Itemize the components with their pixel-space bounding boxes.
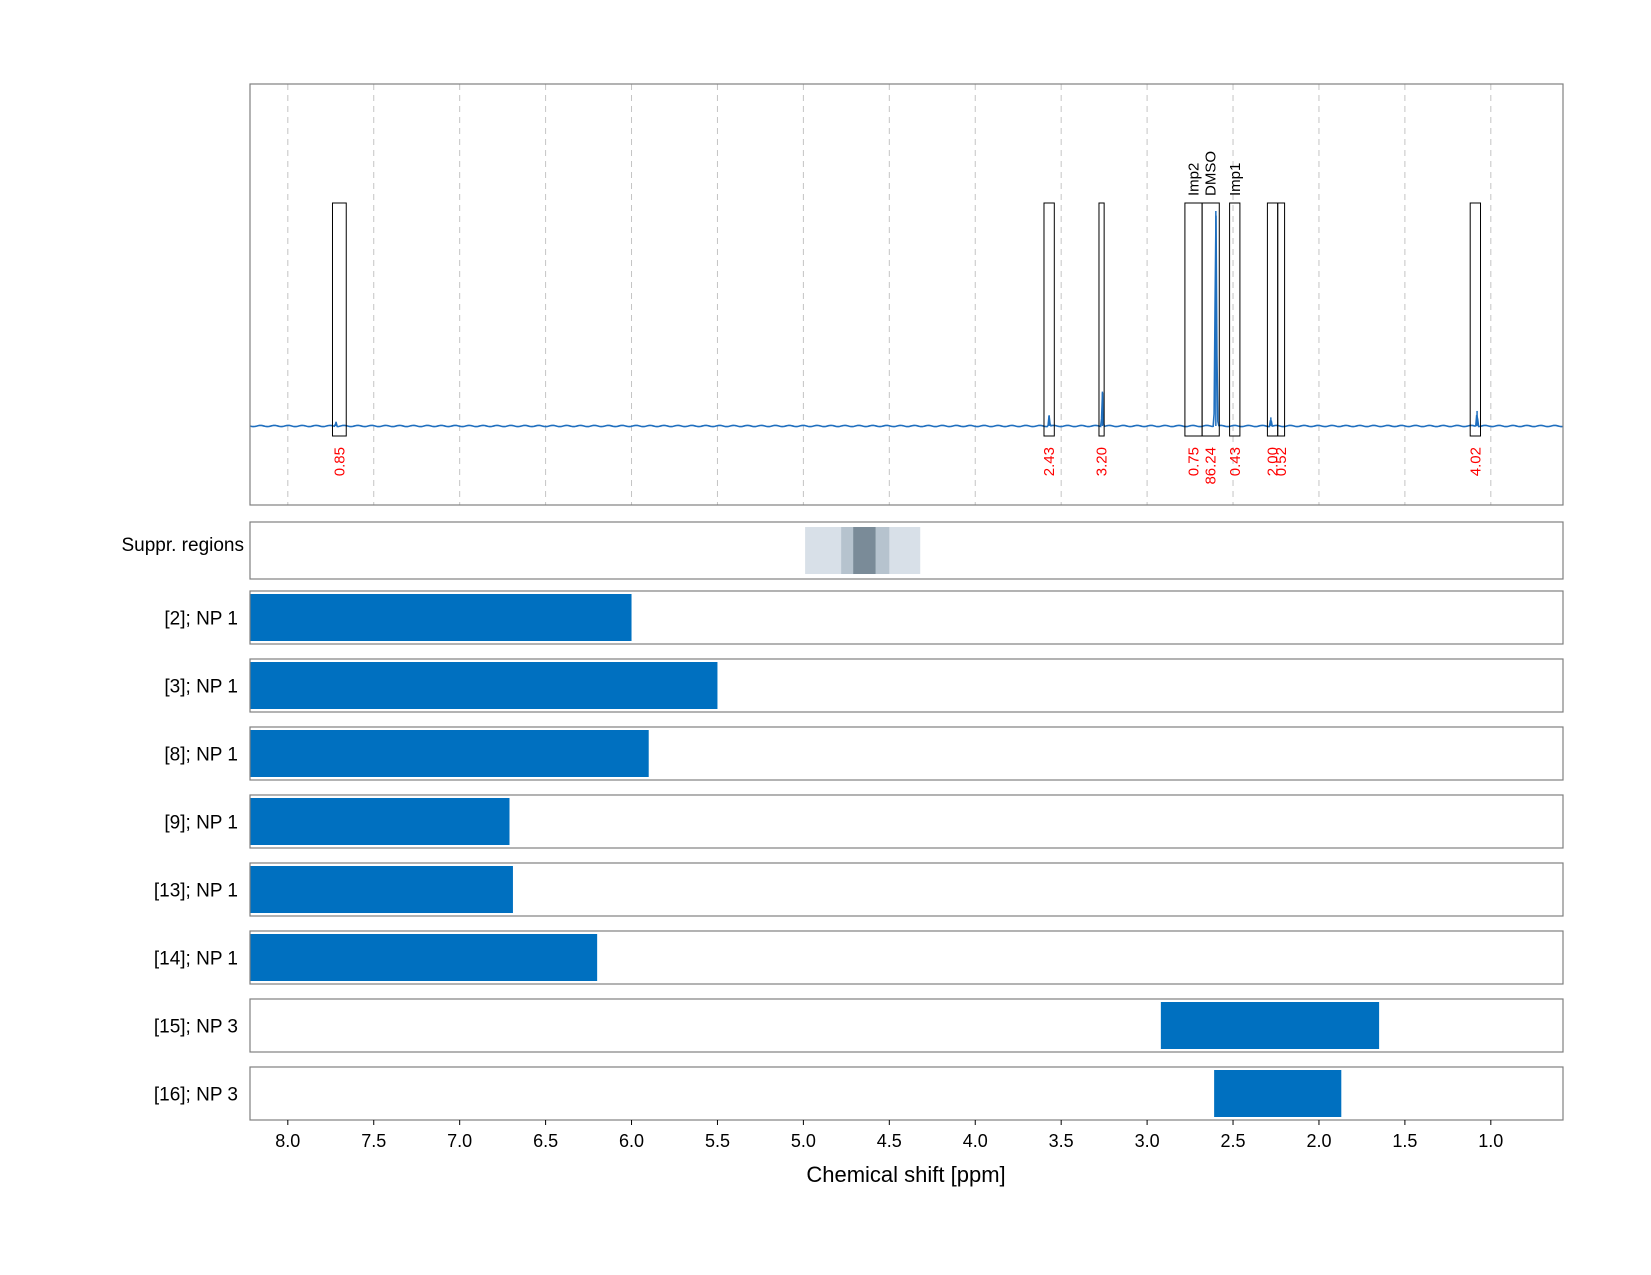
x-axis: Chemical shift [ppm] 8.0 7.5 7.0 6.5 6.0 5.5 5… (275, 1120, 1503, 1187)
integration-box (331, 202, 347, 437)
region-bar (1160, 1002, 1380, 1049)
region-bar (1214, 1070, 1342, 1117)
row-frame (249, 726, 1564, 781)
x-tick-label: 5.5 (705, 1131, 730, 1151)
region-row: [9]; NP 1 (164, 794, 1564, 849)
region-rows-panel: [2]; NP 1 [3]; NP 1 [8]; NP 1 [9]; NP 1 [13]… (154, 590, 1564, 1121)
row-label: [8]; NP 1 (164, 745, 238, 766)
x-tick-label: 6.5 (533, 1131, 558, 1151)
suppr-frame (249, 521, 1564, 580)
row-label: [13]; NP 1 (154, 881, 238, 902)
region-row: [3]; NP 1 (164, 658, 1564, 713)
region-bar (250, 662, 718, 709)
x-tick-label: 4.0 (963, 1131, 988, 1151)
row-frame (249, 1066, 1564, 1121)
suppressed-regions-panel: Suppr. regions (121, 521, 1564, 580)
integration-box (1098, 202, 1105, 437)
spectrum-frame (249, 83, 1564, 506)
integration-box (1469, 202, 1482, 437)
x-tick-label: 2.0 (1306, 1131, 1331, 1151)
region-row: [16]; NP 3 (154, 1066, 1564, 1121)
x-tick-label: 3.5 (1049, 1131, 1074, 1151)
x-tick-label: 4.5 (877, 1131, 902, 1151)
region-row: [8]; NP 1 (164, 726, 1564, 781)
x-axis-title: Chemical shift [ppm] (806, 1162, 1005, 1187)
x-tick-label: 2.5 (1221, 1131, 1246, 1151)
x-tick-label: 3.0 (1135, 1131, 1160, 1151)
peak-name-label: Imp2 (1186, 163, 1203, 196)
region-row: [14]; NP 1 (154, 930, 1564, 985)
region-row: [15]; NP 3 (154, 998, 1564, 1053)
x-tick-label: 6.0 (619, 1131, 644, 1151)
integral-value-label: 3.20 (1094, 447, 1111, 476)
row-label: [2]; NP 1 (164, 609, 238, 630)
x-tick-label: 1.5 (1392, 1131, 1417, 1151)
row-frame (249, 998, 1564, 1053)
integral-value-label: 0.52 (1273, 447, 1290, 476)
region-bar (250, 798, 510, 845)
integral-value-label: 86.24 (1203, 447, 1220, 485)
x-tick-label: 8.0 (275, 1131, 300, 1151)
region-bar (250, 866, 513, 913)
row-frame (249, 862, 1564, 917)
spectrum-panel: 0.85 2.43 3.20 0.75 Imp2 86.24 DMSO 0.43 Imp1 2.0… (249, 83, 1564, 506)
row-label: [3]; NP 1 (164, 677, 238, 698)
integration-box (1043, 202, 1055, 437)
integration-box (1277, 202, 1286, 437)
row-label: [16]; NP 3 (154, 1085, 238, 1106)
region-row: [2]; NP 1 (164, 590, 1564, 645)
row-frame (249, 590, 1564, 645)
suppressed-region (853, 527, 876, 574)
row-label: [15]; NP 3 (154, 1017, 238, 1038)
integration-box (1184, 202, 1203, 437)
integral-value-label: 0.75 (1186, 447, 1203, 476)
integral-value-label: 4.02 (1467, 447, 1484, 476)
integral-value-label: 0.85 (331, 447, 348, 476)
region-row: [13]; NP 1 (154, 862, 1564, 917)
integration-box (1229, 202, 1241, 437)
x-tick-label: 7.5 (361, 1131, 386, 1151)
integral-value-label: 0.43 (1227, 447, 1244, 476)
integration-box (1201, 202, 1220, 437)
region-bar (250, 594, 632, 641)
integral-value-label: 2.00 (1265, 447, 1282, 476)
spectrum-trace (249, 215, 1564, 428)
row-label: [14]; NP 1 (154, 949, 238, 970)
peak-name-label: Imp1 (1227, 163, 1244, 196)
integral-value-label: 2.43 (1041, 447, 1058, 476)
suppr-regions-label: Suppr. regions (121, 535, 244, 556)
row-frame (249, 794, 1564, 849)
x-tick-label: 7.0 (447, 1131, 472, 1151)
x-tick-label: 1.0 (1478, 1131, 1503, 1151)
x-tick-label: 5.0 (791, 1131, 816, 1151)
row-label: [9]; NP 1 (164, 813, 238, 834)
region-bar (250, 934, 598, 981)
row-frame (249, 930, 1564, 985)
peak-name-label: DMSO (1203, 151, 1220, 196)
integration-box (1266, 202, 1279, 437)
region-bar (250, 730, 649, 777)
row-frame (249, 658, 1564, 713)
